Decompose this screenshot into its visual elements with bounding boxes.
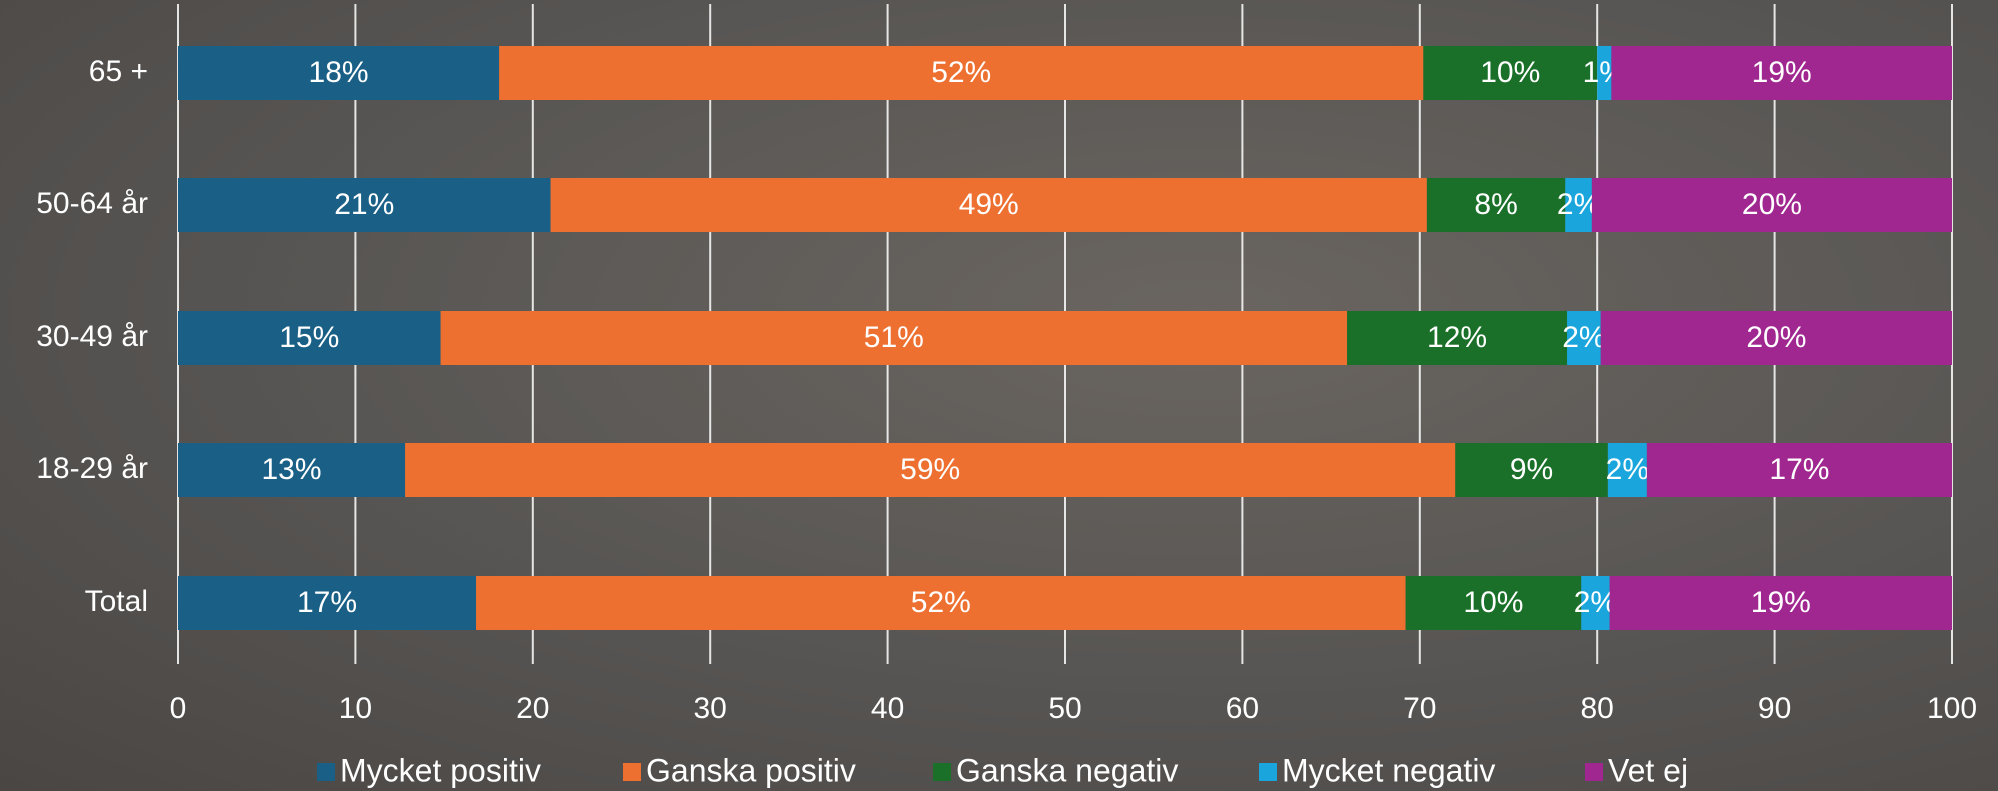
y-tick-label: Total (85, 585, 148, 618)
data-label: 12% (1427, 321, 1487, 354)
bar-segment (476, 576, 1406, 630)
y-tick-label: 65 + (89, 55, 148, 88)
data-label: 9% (1510, 453, 1553, 486)
data-label: 19% (1752, 56, 1812, 89)
x-tick-label: 50 (1048, 692, 1081, 725)
x-tick-label: 60 (1226, 692, 1259, 725)
bar-segment (1567, 311, 1601, 365)
legend-swatch (933, 763, 951, 781)
data-label: 18% (309, 56, 369, 89)
x-tick-label: 80 (1581, 692, 1614, 725)
data-label: 19% (1751, 586, 1811, 619)
data-label: 8% (1474, 188, 1517, 221)
data-label: 59% (900, 453, 960, 486)
x-tick-label: 0 (170, 692, 187, 725)
bar-segment (178, 178, 551, 232)
bar-segment (1405, 576, 1582, 630)
bar-segment (1581, 576, 1610, 630)
bar-segment (178, 576, 477, 630)
y-tick-label: 30-49 år (36, 320, 148, 353)
data-label: 2% (1562, 321, 1605, 354)
data-label: 49% (959, 188, 1019, 221)
data-label: 10% (1480, 56, 1540, 89)
bar-segment (1609, 576, 1952, 630)
bar-segment (178, 311, 441, 365)
bar-segment (550, 178, 1427, 232)
bar-segment (1455, 443, 1608, 497)
data-label: 52% (931, 56, 991, 89)
bar-segment (178, 443, 406, 497)
bar-segment (178, 46, 500, 100)
bar-segment (405, 443, 1456, 497)
x-tick-label: 90 (1758, 692, 1791, 725)
legend-swatch (317, 763, 335, 781)
legend-swatch (623, 763, 641, 781)
bar-segment (1347, 311, 1568, 365)
legend-label: Ganska positiv (646, 752, 856, 788)
data-label: 20% (1742, 188, 1802, 221)
data-label: 20% (1746, 321, 1806, 354)
x-tick-label: 40 (871, 692, 904, 725)
legend-label: Mycket positiv (340, 752, 541, 788)
data-label: 2% (1606, 453, 1649, 486)
data-label: 51% (864, 321, 924, 354)
x-tick-label: 30 (694, 692, 727, 725)
x-tick-label: 100 (1927, 692, 1977, 725)
bar-segment (1600, 311, 1952, 365)
bar-segment (1646, 443, 1952, 497)
x-tick-label: 20 (516, 692, 549, 725)
legend: Mycket positiv Ganska positiv Ganska negat… (317, 752, 1688, 788)
bar-segment (1423, 46, 1598, 100)
bar-segment (1607, 443, 1647, 497)
bar-segment (1591, 178, 1952, 232)
data-label: 10% (1463, 586, 1523, 619)
data-label: 17% (297, 586, 357, 619)
bar-segment (1597, 46, 1612, 100)
bar-segment (1426, 178, 1566, 232)
x-tick-label: 70 (1403, 692, 1436, 725)
x-tick-label: 10 (339, 692, 372, 725)
bar-segment (440, 311, 1348, 365)
data-label: 17% (1769, 453, 1829, 486)
y-tick-label: 50-64 år (36, 187, 148, 220)
data-label: 15% (279, 321, 339, 354)
bar-segment (1565, 178, 1592, 232)
legend-swatch (1585, 763, 1603, 781)
data-label: 21% (334, 188, 394, 221)
data-label: 13% (262, 453, 322, 486)
y-tick-label: 18-29 år (36, 452, 148, 485)
legend-swatch (1259, 763, 1277, 781)
bar-segment (499, 46, 1424, 100)
legend-label: Mycket negativ (1282, 752, 1495, 788)
bar-segment (1611, 46, 1952, 100)
legend-label: Vet ej (1608, 752, 1688, 788)
legend-label: Ganska negativ (956, 752, 1178, 788)
data-label: 52% (911, 586, 971, 619)
